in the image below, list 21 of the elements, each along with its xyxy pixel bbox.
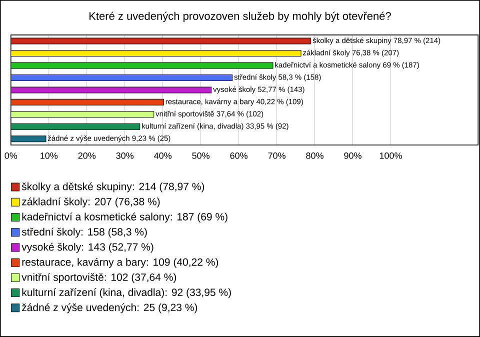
x-tick-label: 80% <box>306 152 324 159</box>
legend-label: žádné z výše uvedených: 25 (9,23 %) <box>22 303 198 314</box>
legend-label: školky a dětské skupiny: 214 (78,97 %) <box>22 182 204 192</box>
x-tick-label: 10% <box>40 152 58 159</box>
x-tick-label: 60% <box>230 152 248 159</box>
legend-label: základní školy: 207 (76,38 %) <box>22 198 160 208</box>
legend-label: vnitřní sportoviště: 102 (37,64 %) <box>22 273 176 284</box>
legend-label: vysoké školy: 143 (52,77 %) <box>22 242 154 253</box>
legend-label: střední školy: 158 (58,3 %) <box>22 228 147 238</box>
x-tick-label: 30% <box>116 152 134 159</box>
x-tick-label: 0% <box>4 152 18 159</box>
x-tick-label: 90% <box>344 152 362 159</box>
chart-title: Které z uvedených provozoven služeb by mohly být otevřené? <box>90 12 391 22</box>
legend-label: restaurace, kavárny a bary: 109 (40,22 %) <box>22 258 218 268</box>
legend-label: kulturní zařízení (kina, divadla): 92 (33,95 %) <box>22 288 231 298</box>
x-tick-label: 70% <box>268 152 286 159</box>
x-tick-label: 50% <box>192 152 210 159</box>
x-tick-label: 100% <box>380 152 402 159</box>
legend-label: kadeřnictví a kosmetické salony: 187 (69 %) <box>22 212 228 223</box>
x-tick-label: 20% <box>78 152 96 159</box>
x-tick-label: 40% <box>154 152 172 159</box>
